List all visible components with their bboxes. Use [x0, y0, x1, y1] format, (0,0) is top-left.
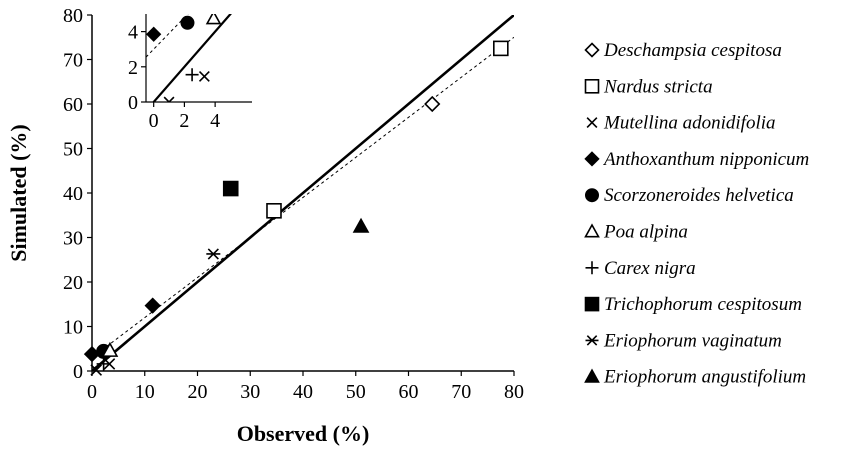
inset-y-tick-label: 4	[128, 22, 138, 44]
legend-label-deschampsia-cespitosa: Deschampsia cespitosa	[603, 40, 782, 61]
legend-marker-anthoxanthum-nipponicum	[584, 151, 600, 167]
point-poa-alpina	[101, 341, 119, 357]
legend-label-mutellina-adonidifolia: Mutellina adonidifolia	[603, 113, 776, 134]
legend-marker-nardus-stricta	[584, 79, 600, 94]
legend-label-scorzoneroides-helvetica: Scorzoneroides helvetica	[604, 185, 794, 206]
inset-one-to-one-line	[152, 14, 232, 102]
legend-label-eriophorum-vaginatum: Eriophorum vaginatum	[603, 330, 782, 351]
y-tick-label: 60	[63, 94, 83, 116]
legend-label-trichophorum-cespitosum: Trichophorum cespitosum	[604, 294, 802, 315]
y-tick-label: 80	[63, 5, 83, 27]
legend-label-poa-alpina: Poa alpina	[603, 222, 688, 243]
regression-line	[92, 36, 514, 359]
y-tick-label: 30	[63, 228, 83, 250]
inset-x-tick-label: 0	[149, 110, 159, 132]
x-tick-label: 60	[399, 381, 419, 403]
point-deschampsia-cespitosa	[424, 95, 441, 113]
legend-marker-eriophorum-vaginatum	[585, 335, 599, 346]
legend-label-nardus-stricta: Nardus stricta	[603, 76, 713, 97]
x-tick-label: 70	[451, 381, 471, 403]
x-tick-label: 30	[240, 381, 260, 403]
y-tick-label: 70	[63, 50, 83, 72]
x-tick-label: 50	[346, 381, 366, 403]
y-tick-label: 20	[63, 272, 83, 294]
y-tick-label: 40	[63, 183, 83, 205]
legend-marker-deschampsia-cespitosa	[584, 42, 600, 58]
point-anthoxanthum-nipponicum	[144, 297, 161, 314]
inset-x-tick-label: 4	[210, 110, 220, 132]
x-tick-label: 20	[188, 381, 208, 403]
inset-regression-line	[146, 14, 189, 58]
x-tick-label: 10	[135, 381, 155, 403]
inset-point-mutellina-adonidifolia	[163, 96, 175, 102]
inset-point-mutellina-adonidifolia	[198, 71, 210, 82]
inset-point-scorzoneroides-helvetica	[180, 15, 195, 30]
legend-label-anthoxanthum-nipponicum: Anthoxanthum nipponicum	[602, 149, 809, 170]
inset-y-tick-label: 0	[128, 92, 138, 114]
point-nardus-stricta	[266, 203, 282, 219]
legend: Deschampsia cespitosa Nardus stricta Mutel…	[584, 40, 809, 388]
legend-label-carex-nigra: Carex nigra	[604, 258, 696, 279]
y-tick-label: 10	[63, 317, 83, 339]
inset-point-carex-nigra	[185, 68, 199, 82]
legend-marker-mutellina-adonidifolia	[586, 117, 598, 129]
point-eriophorum-angustifolium	[352, 217, 370, 233]
y-tick-label: 50	[63, 139, 83, 161]
point-nardus-stricta	[493, 40, 509, 57]
legend-label-eriophorum-angustifolium: Eriophorum angustifolium	[603, 367, 806, 388]
legend-marker-trichophorum-cespitosum	[584, 296, 600, 312]
inset-y-tick-label: 2	[128, 57, 138, 79]
one-to-one-line	[92, 15, 514, 371]
point-carex-nigra	[96, 356, 111, 371]
inset-point-poa-alpina	[205, 14, 222, 25]
x-tick-label: 80	[504, 381, 524, 403]
legend-marker-carex-nigra	[585, 261, 599, 275]
y-axis-title: Simulated (%)	[6, 124, 31, 262]
inset-point-anthoxanthum-nipponicum	[146, 26, 162, 42]
inset-x-tick-label: 2	[179, 110, 189, 132]
point-trichophorum-cespitosum	[222, 180, 239, 197]
x-tick-label: 40	[293, 381, 313, 403]
x-tick-label: 0	[87, 381, 97, 403]
legend-marker-poa-alpina	[584, 223, 600, 238]
x-axis-title: Observed (%)	[237, 421, 370, 446]
legend-marker-scorzoneroides-helvetica	[585, 188, 599, 203]
y-tick-label: 0	[73, 361, 83, 383]
legend-marker-eriophorum-angustifolium	[584, 368, 600, 383]
point-eriophorum-vaginatum	[206, 248, 221, 260]
